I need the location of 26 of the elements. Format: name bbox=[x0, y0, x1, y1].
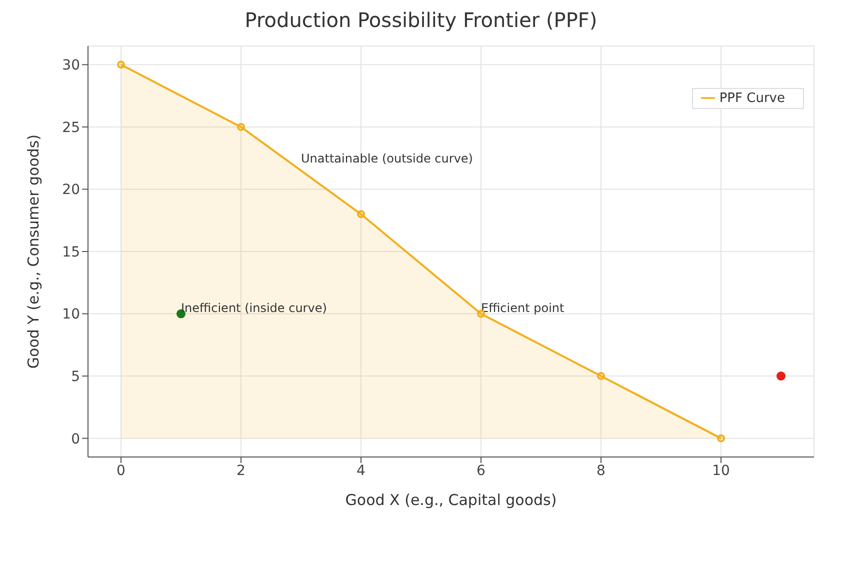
point bbox=[117, 60, 125, 69]
x-axis-title: Good X (e.g., Capital goods) bbox=[345, 491, 557, 509]
annotation: Unattainable (outside curve) bbox=[301, 151, 473, 166]
point bbox=[717, 434, 725, 442]
point bbox=[597, 372, 605, 380]
x-tick-label: 10 bbox=[712, 462, 730, 479]
y-tick-label: 15 bbox=[62, 244, 80, 260]
y-tick-label: 5 bbox=[71, 369, 80, 386]
chart-title: Production Possibility Frontier (PPF) bbox=[244, 8, 598, 34]
x-tick-label: 0 bbox=[116, 462, 126, 479]
y-tick-label: 0 bbox=[71, 431, 80, 448]
point bbox=[237, 122, 245, 131]
point bbox=[776, 372, 786, 381]
y-tick-label: 25 bbox=[62, 120, 80, 136]
annotation: Efficient point bbox=[481, 300, 565, 315]
y-tick-label: 10 bbox=[62, 306, 80, 323]
y-tick-label: 20 bbox=[62, 182, 80, 198]
y-tick-label: 30 bbox=[62, 58, 80, 74]
x-tick-label: 6 bbox=[476, 462, 486, 479]
x-tick-label: 8 bbox=[596, 462, 606, 479]
legend-label: PPF Curve bbox=[719, 91, 785, 106]
annotation: Inefficient (inside curve) bbox=[181, 300, 327, 315]
x-tick-label: 2 bbox=[236, 462, 246, 479]
x-tick-label: 4 bbox=[356, 462, 366, 479]
point bbox=[357, 210, 365, 218]
y-axis-title: Good Y (e.g., Consumer goods) bbox=[24, 134, 42, 369]
